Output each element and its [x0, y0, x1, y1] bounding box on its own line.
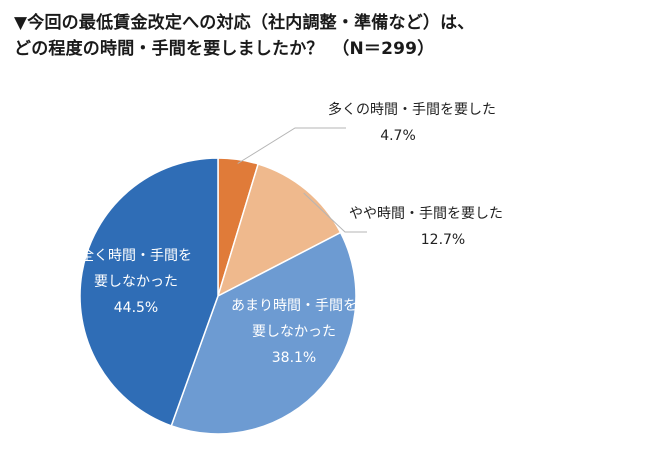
- slice-value-4: 44.5%: [114, 300, 158, 316]
- chart-title: ▼今回の最低賃金改定への対応（社内調整・準備など）は、 どの程度の時間・手間を要…: [14, 10, 644, 62]
- leader-line-2: [303, 192, 367, 233]
- leader-lines: [237, 127, 367, 233]
- chart-title-line-2: どの程度の時間・手間を要しましたか？ （N＝299）: [14, 39, 435, 59]
- chart-title-line-1: ▼今回の最低賃金改定への対応（社内調整・準備など）は、: [14, 13, 475, 33]
- slice-label-2: やや時間・手間を要した: [349, 206, 503, 222]
- slice-value-2: 12.7%: [421, 232, 465, 248]
- slice-label-3: 要しなかった: [252, 324, 336, 340]
- slice-label-1: 多くの時間・手間を要した: [328, 101, 496, 118]
- slice-labels: 多くの時間・手間を要した 4.7% やや時間・手間を要した 12.7% あまり時間・手間…: [80, 101, 503, 366]
- slice-label-4: 全く時間・手間を: [80, 247, 192, 264]
- slice-value-3: 38.1%: [272, 350, 316, 366]
- slice-label-3: あまり時間・手間を: [231, 298, 357, 314]
- pie-slices: [79, 157, 357, 435]
- leader-line-1: [237, 127, 346, 164]
- pie-slice-3: [170, 231, 357, 435]
- pie-slice-2: [216, 163, 342, 298]
- pie-slice-4: [79, 157, 219, 427]
- slice-value-1: 4.7%: [380, 128, 416, 144]
- slice-label-4: 要しなかった: [94, 274, 178, 290]
